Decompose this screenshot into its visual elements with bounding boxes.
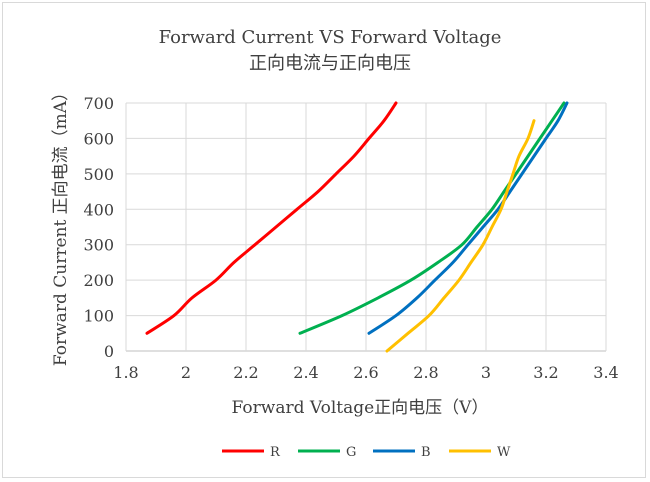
y-tick-label: 500 [83, 165, 114, 184]
y-tick-label: 0 [104, 342, 114, 361]
y-tick-label: 700 [83, 94, 114, 113]
y-axis-label: Forward Current 正向电流（mA） [51, 84, 71, 366]
y-tick-label: 400 [83, 200, 114, 219]
chart-frame [2, 2, 646, 478]
y-tick-label: 100 [83, 307, 114, 326]
x-tick-label: 3 [481, 363, 491, 382]
legend-label-r: R [270, 445, 281, 460]
legend-label-g: G [346, 445, 356, 460]
x-tick-label: 2 [181, 363, 191, 382]
legend-label-w: W [497, 445, 511, 460]
y-tick-label: 600 [83, 129, 114, 148]
x-tick-label: 3.2 [533, 363, 558, 382]
x-tick-label: 3.4 [593, 363, 618, 382]
x-tick-label: 2.2 [233, 363, 258, 382]
legend-label-b: B [421, 445, 431, 460]
x-tick-label: 2.4 [293, 363, 318, 382]
chart-subtitle: 正向电流与正向电压 [249, 53, 411, 74]
y-tick-label: 300 [83, 236, 114, 255]
series-line-w [385, 119, 536, 353]
series-line-r [145, 101, 398, 335]
x-axis-label: Forward Voltage正向电压（V） [232, 398, 489, 418]
x-tick-label: 1.8 [113, 363, 138, 382]
x-tick-label: 2.6 [353, 363, 378, 382]
grid-lines [125, 102, 607, 352]
series-line-g [298, 101, 566, 335]
series-group [145, 101, 569, 353]
x-tick-label: 2.8 [413, 363, 438, 382]
tick-labels: 0 100 200 300 400 500 600 700 1.8 2 2.2 2.4 2.6 2.8 3 3… [83, 94, 618, 382]
y-tick-label: 200 [83, 271, 114, 290]
chart-title: Forward Current VS Forward Voltage [159, 27, 502, 48]
series-line-b [367, 101, 569, 335]
